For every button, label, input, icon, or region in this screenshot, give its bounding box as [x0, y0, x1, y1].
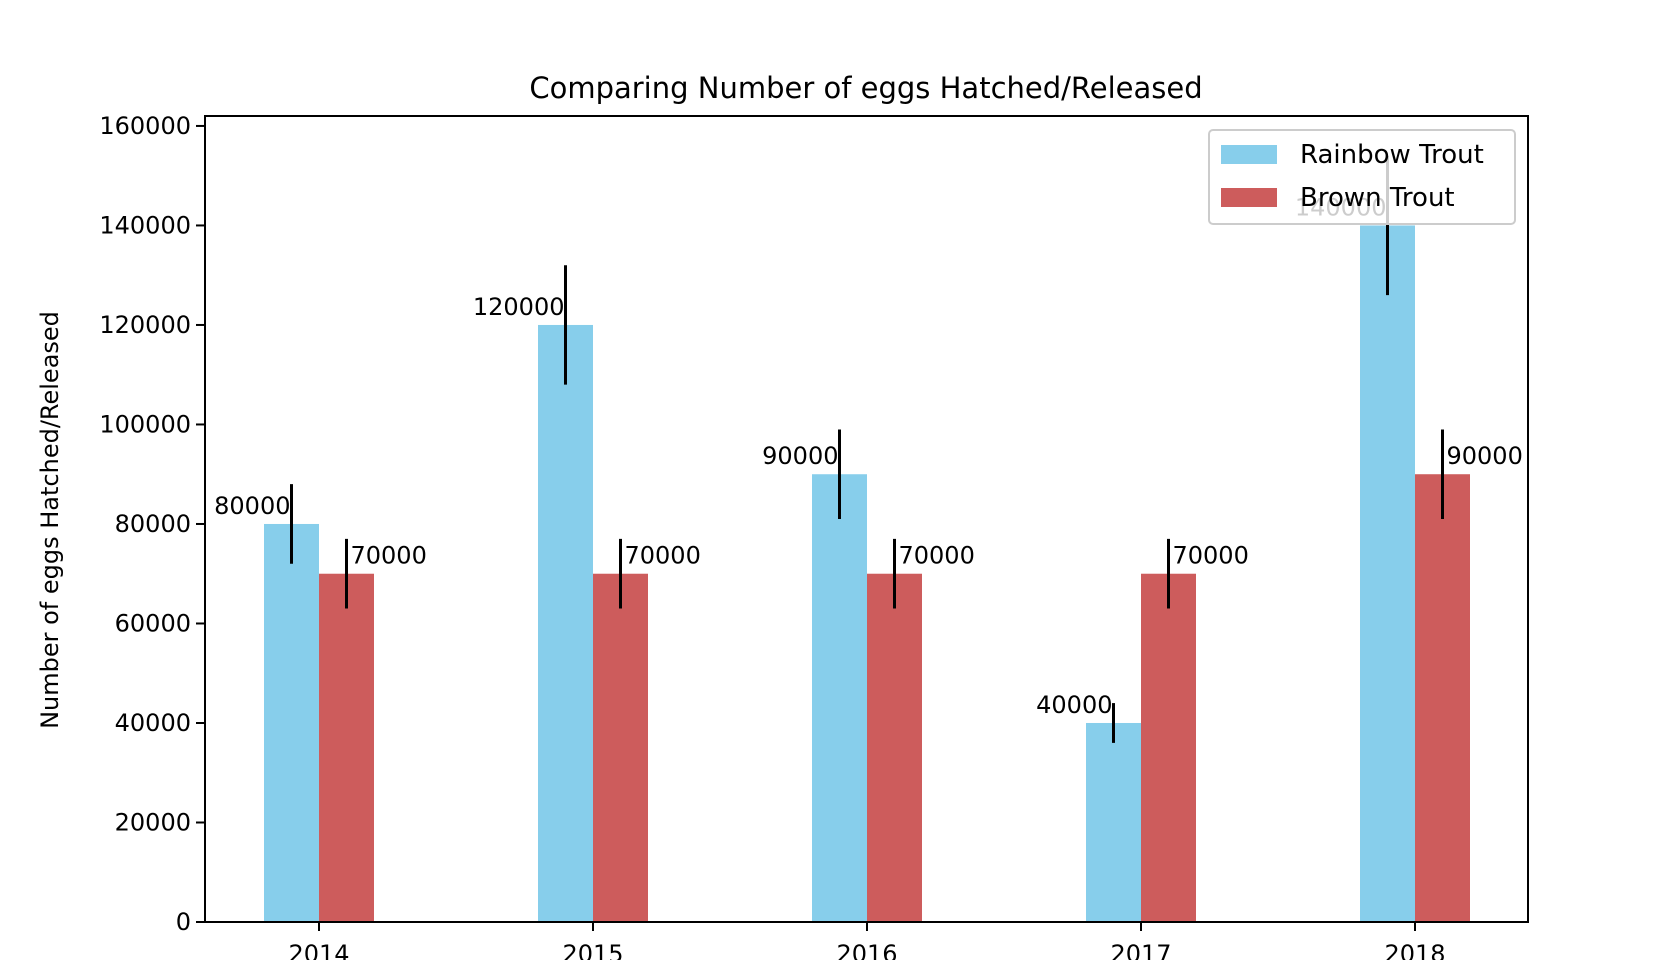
y-tick-label: 160000: [99, 112, 191, 140]
x-tick-label: 2015: [562, 940, 623, 960]
chart-title: Comparing Number of eggs Hatched/Release…: [529, 71, 1202, 105]
bar-rainbow-trout-2018: [1360, 225, 1415, 922]
data-label: 40000: [1036, 691, 1112, 719]
y-tick-label: 0: [176, 908, 191, 936]
legend-box: [1208, 129, 1516, 225]
y-tick-label: 100000: [99, 410, 191, 438]
data-label: 70000: [899, 542, 975, 570]
data-label: 70000: [625, 542, 701, 570]
legend-label: Rainbow Trout: [1300, 140, 1484, 170]
data-label: 80000: [214, 492, 290, 520]
bar-rainbow-trout-2016: [812, 474, 867, 922]
plot-area: 80000 120000 90000 40000 140000 70000 70000 700…: [99, 112, 1529, 960]
data-label: 90000: [762, 442, 838, 470]
y-axis-title: Number of eggs Hatched/Released: [36, 311, 64, 729]
data-label: 90000: [1447, 442, 1523, 470]
y-tick-label: 40000: [115, 709, 191, 737]
x-tick-label: 2018: [1384, 940, 1445, 960]
bar-brown-trout-2015: [593, 573, 648, 922]
data-label: 70000: [1173, 542, 1249, 570]
y-tick-label: 140000: [99, 211, 191, 239]
y-tick-label: 80000: [115, 510, 191, 538]
y-tick-label: 120000: [99, 311, 191, 339]
legend-label: Brown Trout: [1300, 183, 1455, 213]
y-tick-label: 20000: [115, 808, 191, 836]
legend: Rainbow Trout Brown Trout: [1208, 129, 1516, 225]
data-label: 120000: [473, 293, 565, 321]
x-tick-label: 2017: [1110, 940, 1171, 960]
x-tick-label: 2016: [836, 940, 897, 960]
bar-brown-trout-2014: [319, 573, 374, 922]
data-label: 70000: [351, 542, 427, 570]
bar-rainbow-trout-2015: [538, 324, 593, 922]
bar-brown-trout-2017: [1141, 573, 1196, 922]
y-tick-label: 60000: [115, 609, 191, 637]
bar-rainbow-trout-2017: [1086, 722, 1141, 922]
bar-brown-trout-2018: [1415, 474, 1470, 922]
legend-swatch: [1221, 145, 1277, 164]
bar-brown-trout-2016: [867, 573, 922, 922]
bar-rainbow-trout-2014: [264, 523, 319, 922]
legend-swatch: [1221, 188, 1277, 207]
x-tick-label: 2014: [288, 940, 349, 960]
